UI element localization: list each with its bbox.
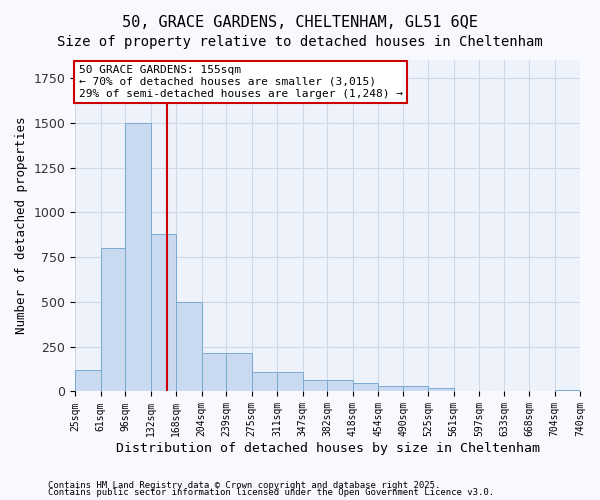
Bar (327, 380, 353, 392)
Text: 50, GRACE GARDENS, CHELTENHAM, GL51 6QE: 50, GRACE GARDENS, CHELTENHAM, GL51 6QE (122, 15, 478, 30)
Bar (202, 353, 226, 392)
Bar (454, 390, 479, 392)
Bar (302, 380, 327, 392)
Bar (251, 372, 277, 392)
Text: Contains HM Land Registry data © Crown copyright and database right 2025.: Contains HM Land Registry data © Crown c… (48, 480, 440, 490)
Text: Size of property relative to detached houses in Cheltenham: Size of property relative to detached ho… (57, 35, 543, 49)
Bar (403, 386, 428, 392)
Y-axis label: Number of detached properties: Number of detached properties (15, 117, 28, 334)
X-axis label: Distribution of detached houses by size in Cheltenham: Distribution of detached houses by size … (116, 442, 539, 455)
Bar (176, 302, 202, 392)
Bar (353, 384, 378, 392)
Bar (505, 390, 529, 392)
Bar (479, 390, 505, 392)
Text: 50 GRACE GARDENS: 155sqm
← 70% of detached houses are smaller (3,015)
29% of sem: 50 GRACE GARDENS: 155sqm ← 70% of detach… (79, 66, 403, 98)
Bar (151, 234, 176, 392)
Bar (101, 248, 125, 392)
Bar (75, 370, 101, 392)
Bar (378, 386, 403, 392)
Bar (277, 372, 302, 392)
Bar (428, 388, 454, 392)
Bar (554, 390, 580, 392)
Bar (125, 122, 151, 392)
Text: Contains public sector information licensed under the Open Government Licence v3: Contains public sector information licen… (48, 488, 494, 497)
Bar (529, 390, 554, 392)
Bar (226, 353, 251, 392)
